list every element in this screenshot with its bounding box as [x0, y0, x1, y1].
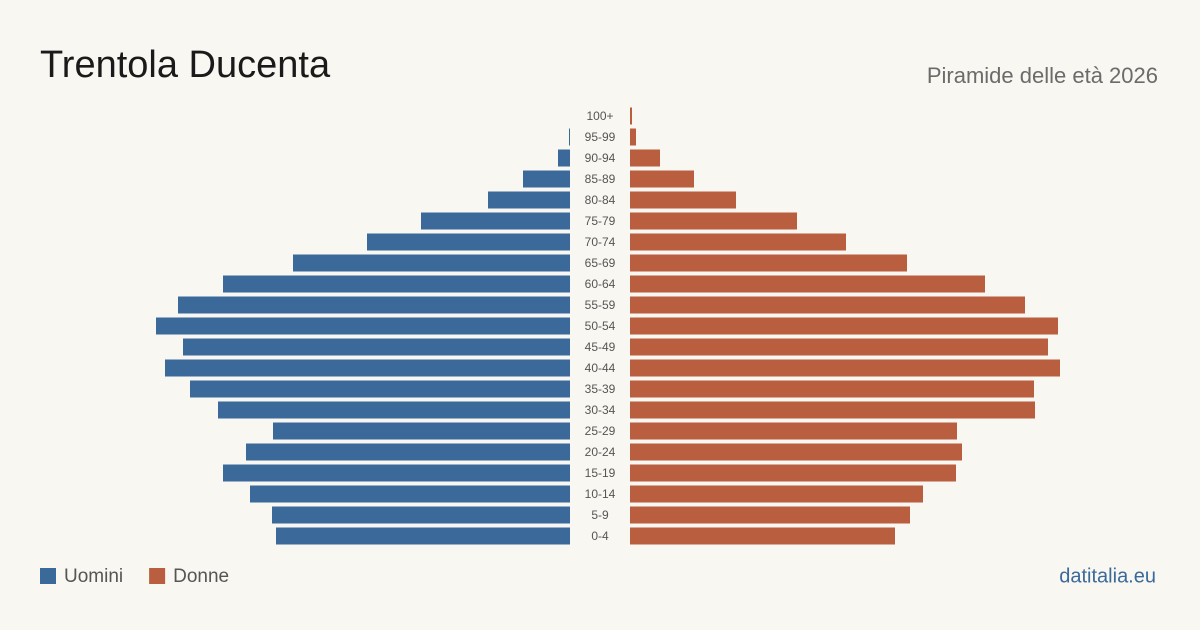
- age-label: 80-84: [585, 193, 616, 207]
- bar: [630, 317, 1058, 335]
- bar: [272, 506, 570, 524]
- bar: [630, 401, 1035, 419]
- bar: [630, 107, 632, 125]
- bar: [630, 233, 846, 251]
- bar: [367, 233, 570, 251]
- bar: [421, 212, 570, 230]
- bar: [630, 149, 660, 167]
- bar: [273, 422, 570, 440]
- age-label: 15-19: [585, 466, 616, 480]
- bar: [165, 359, 570, 377]
- bar: [223, 275, 570, 293]
- age-label: 90-94: [585, 151, 616, 165]
- bar: [630, 464, 956, 482]
- bar: [156, 317, 570, 335]
- age-label: 60-64: [585, 277, 616, 291]
- legend-label: Donne: [173, 566, 229, 587]
- bar: [178, 296, 570, 314]
- bar: [630, 443, 962, 461]
- legend-swatch: [40, 568, 56, 584]
- age-label: 0-4: [591, 529, 609, 543]
- bar: [630, 506, 910, 524]
- source: datitalia.eu: [1059, 565, 1156, 587]
- bar: [630, 275, 985, 293]
- age-label: 5-9: [591, 508, 609, 522]
- bar: [630, 527, 895, 545]
- age-label: 55-59: [585, 298, 616, 312]
- age-label: 50-54: [585, 319, 616, 333]
- bar: [630, 128, 636, 146]
- bar: [630, 254, 907, 272]
- bar: [488, 191, 570, 209]
- bar: [630, 212, 797, 230]
- age-label: 75-79: [585, 214, 616, 228]
- age-label: 85-89: [585, 172, 616, 186]
- bar: [630, 338, 1048, 356]
- bar: [630, 422, 957, 440]
- age-label: 25-29: [585, 424, 616, 438]
- bar: [569, 128, 570, 146]
- bar: [630, 485, 923, 503]
- bar: [558, 149, 570, 167]
- bar: [630, 170, 694, 188]
- age-label: 10-14: [585, 487, 616, 501]
- age-label: 20-24: [585, 445, 616, 459]
- bar: [276, 527, 570, 545]
- age-label: 30-34: [585, 403, 616, 417]
- bar: [218, 401, 570, 419]
- chart-subtitle: Piramide delle età 2026: [927, 63, 1158, 88]
- age-label: 35-39: [585, 382, 616, 396]
- bar: [183, 338, 570, 356]
- age-label: 95-99: [585, 130, 616, 144]
- bar: [630, 191, 736, 209]
- bar: [630, 380, 1034, 398]
- age-label: 100+: [586, 109, 613, 123]
- bar: [630, 296, 1025, 314]
- bar: [223, 464, 570, 482]
- age-label: 45-49: [585, 340, 616, 354]
- age-label: 70-74: [585, 235, 616, 249]
- age-label: 40-44: [585, 361, 616, 375]
- bar: [630, 359, 1060, 377]
- bar: [293, 254, 570, 272]
- bar: [190, 380, 570, 398]
- bar: [523, 170, 570, 188]
- bar: [246, 443, 570, 461]
- age-label: 65-69: [585, 256, 616, 270]
- legend-label: Uomini: [64, 566, 123, 587]
- bar: [250, 485, 570, 503]
- legend-swatch: [149, 568, 166, 584]
- chart-title: Trentola Ducenta: [40, 44, 331, 86]
